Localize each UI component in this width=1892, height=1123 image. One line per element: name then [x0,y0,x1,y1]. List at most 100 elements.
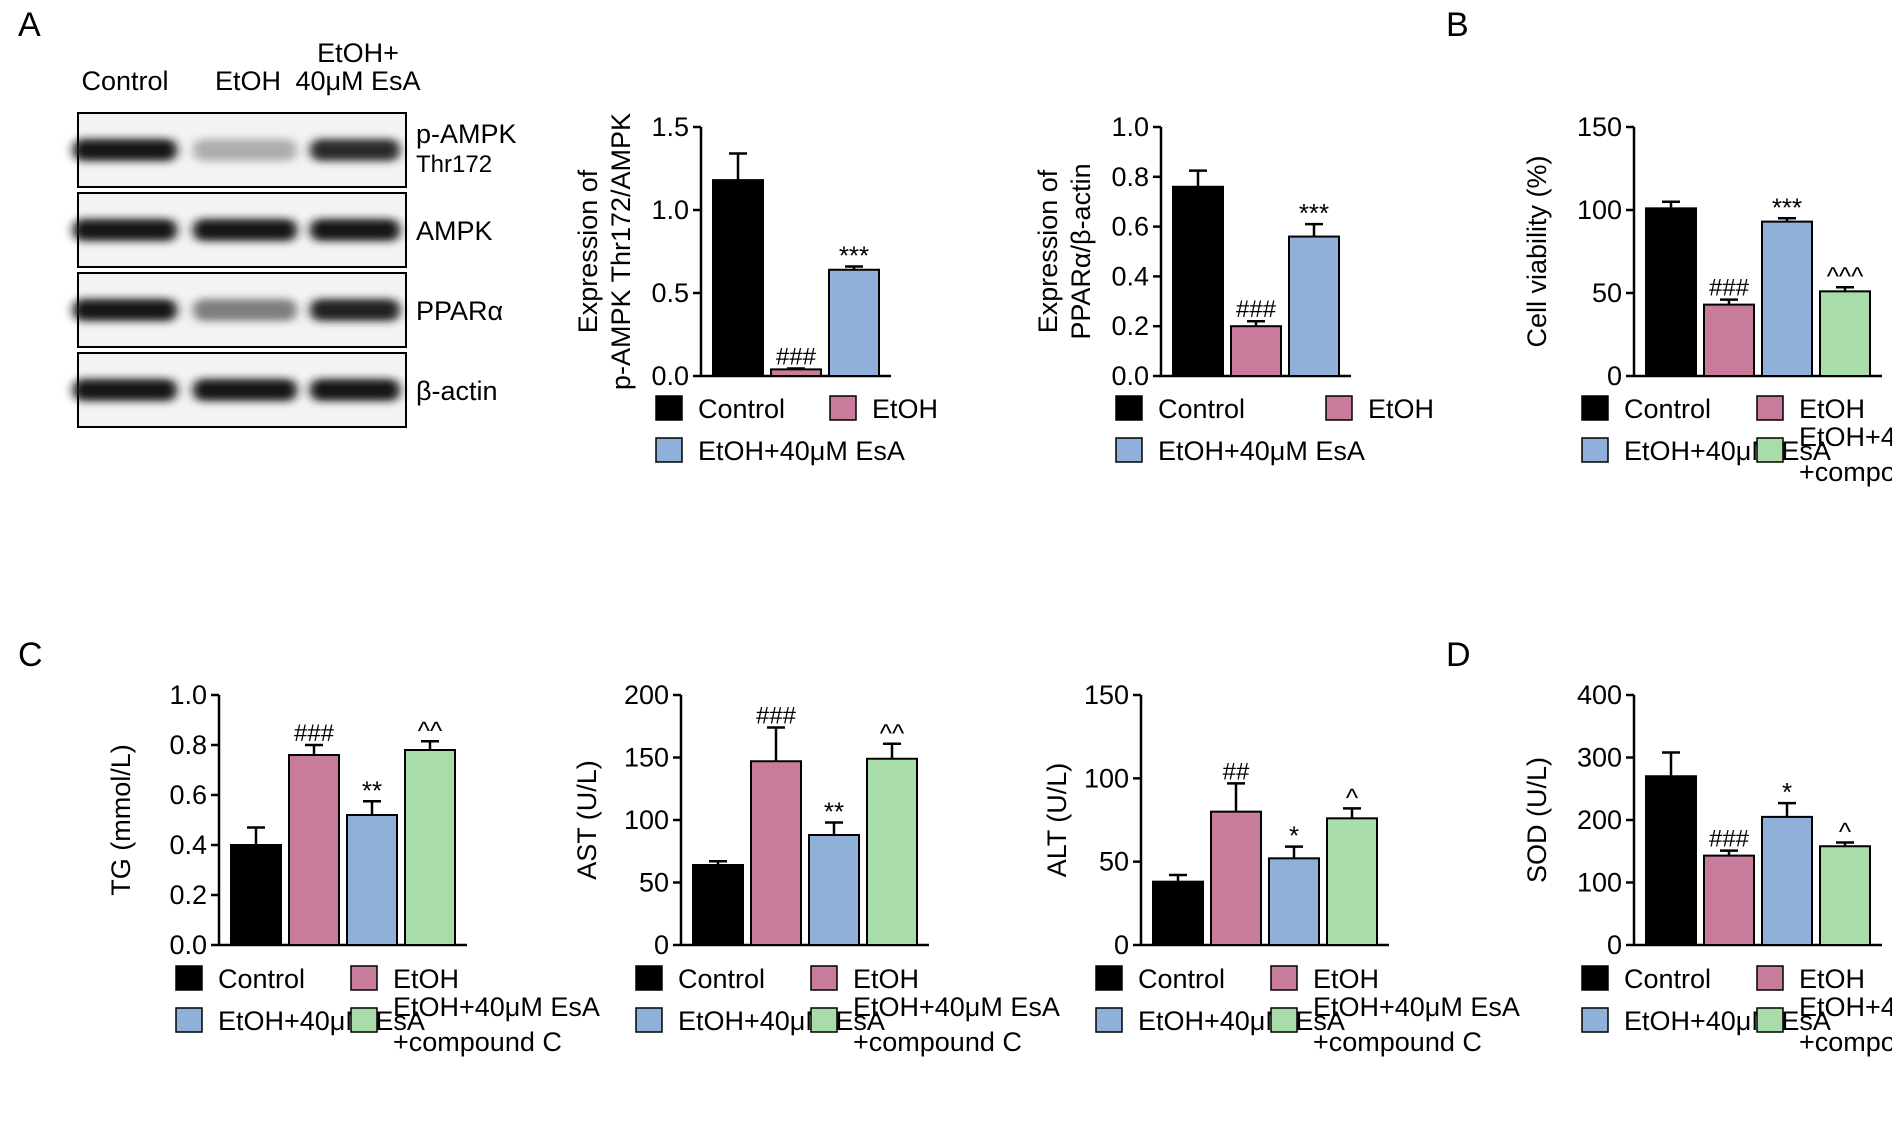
y-tick-label: 150 [1084,680,1129,710]
bar [1819,290,1871,377]
panel-letter-d: D [1446,636,1471,674]
legend-swatch [1270,1007,1298,1033]
y-tick-label: 1.0 [651,195,689,225]
y-axis-label: TG (mmol/L) [106,744,136,896]
significance-label: *** [1772,192,1802,222]
significance-label: ### [756,703,797,730]
bar [404,749,456,946]
y-tick-label: 0.2 [169,880,207,910]
y-axis-label: Expression of [573,169,603,333]
legend-swatch [175,965,203,991]
blot-band [193,139,297,161]
blot-row-label: p-AMPK [416,119,517,149]
legend-swatch [1095,965,1123,991]
bar [1703,854,1755,946]
y-tick-label: 300 [1577,743,1622,773]
y-tick-label: 0.0 [651,361,689,391]
chart-ppara: 0.0 0.2 0.4 0.6 0.8 1.0 Expression of PPARα/β-a… [1033,112,1434,466]
legend-label: EtOH [393,964,459,994]
significance-label: ### [1709,826,1750,853]
y-tick-label: 200 [1577,805,1622,835]
legend-swatch [175,1007,203,1033]
legend-swatch [1756,395,1784,421]
legend-swatch [1581,437,1609,463]
legend-label: Control [1624,964,1711,994]
y-tick-label: 1.0 [1111,112,1149,142]
legend-swatch [350,1007,378,1033]
y-tick-label: 0.6 [1111,212,1149,242]
y-tick-label: 0.4 [1111,261,1149,291]
y-tick-label: 0 [1607,361,1622,391]
legend-swatch [1581,395,1609,421]
y-tick-label: 0.8 [169,730,207,760]
bar [866,757,918,946]
legend-label: Control [1138,964,1225,994]
bar [230,844,282,946]
y-axis-label: AST (U/L) [572,760,602,880]
legend-label: EtOH+40μM EsA [1158,436,1365,466]
y-axis-label: Expression of [1033,169,1063,333]
y-tick-label: 150 [624,743,669,773]
significance-label: ** [362,775,382,805]
legend-label: +compound C [1799,457,1892,487]
legend-swatch [655,395,683,421]
legend-label: Control [1158,394,1245,424]
blot-row-label: β-actin [416,376,498,406]
legend-label: EtOH [1799,394,1865,424]
significance-label: ** [824,797,844,827]
y-axis-label: PPARα/β-actin [1066,163,1096,339]
significance-label: ^^ [880,718,905,748]
bar [288,754,340,946]
legend-swatch [1115,437,1143,463]
blot-column-label: EtOH [215,66,281,96]
blot-row-sublabel: Thr172 [416,151,492,178]
legend-label: +compound C [1313,1027,1482,1057]
y-tick-label: 0 [1114,930,1129,960]
y-tick-label: 100 [1577,195,1622,225]
y-tick-label: 50 [1592,278,1622,308]
legend-label: EtOH+40μM EsA [678,1006,885,1036]
y-tick-label: 0.2 [1111,311,1149,341]
bar [828,268,880,378]
bar [1761,815,1813,946]
bar [1268,857,1320,946]
y-tick-label: 400 [1577,680,1622,710]
legend-label: EtOH [1799,964,1865,994]
bar [1210,810,1262,947]
legend-swatch [350,965,378,991]
blot-band [310,219,400,241]
y-tick-label: 0 [654,930,669,960]
chart-tg: 0.0 0.2 0.4 0.6 0.8 1.0 TG (mmol/L) ### ** ^^ Cont… [106,680,600,1057]
blot-band [73,379,177,401]
bar [1645,207,1697,377]
y-tick-label: 0.0 [1111,361,1149,391]
legend-label: +compound C [1799,1027,1892,1057]
legend-swatch [1095,1007,1123,1033]
blot-row: AMPK [73,192,493,268]
y-tick-label: 150 [1577,112,1622,142]
bar [712,179,764,377]
legend-label: EtOH [853,964,919,994]
legend-label: EtOH+40μM EsA [1799,422,1892,452]
legend-swatch [1581,965,1609,991]
legend-label: EtOH+40μM EsA [218,1006,425,1036]
significance-label: ^ [1839,817,1852,847]
blot-column-label: Control [81,66,168,96]
bar [1703,303,1755,377]
blot-row: PPARα [73,272,503,348]
legend-label: EtOH+40μM EsA [1799,992,1892,1022]
significance-label: *** [839,240,869,270]
legend-swatch [810,965,838,991]
bar [1645,775,1697,946]
panel-letter-c: C [18,636,43,674]
legend-swatch [1115,395,1143,421]
significance-label: * [1782,777,1792,807]
legend-swatch [655,437,683,463]
legend-label: Control [218,964,305,994]
blot-row-label: PPARα [416,296,503,326]
legend-swatch [829,395,857,421]
legend-swatch [1756,437,1784,463]
